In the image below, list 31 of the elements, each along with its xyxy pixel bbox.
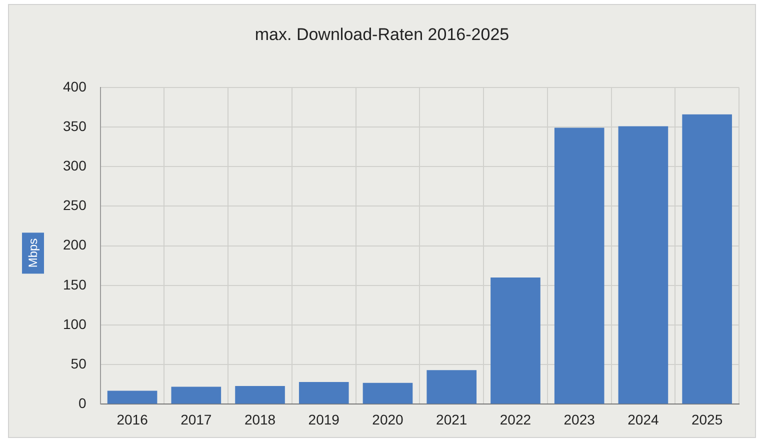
bar: [490, 277, 540, 404]
x-tick-label: 2021: [436, 411, 468, 428]
x-tick-label: 2016: [116, 411, 148, 428]
x-tick-label: 2024: [628, 411, 659, 428]
y-tick-label: 400: [63, 78, 87, 94]
bar: [362, 382, 413, 404]
bar: [618, 126, 668, 404]
x-tick-label: 2017: [180, 411, 212, 428]
x-tick-label: 2022: [500, 411, 532, 428]
y-tick-label: 0: [78, 395, 87, 412]
bar: [298, 382, 349, 404]
y-tick-label: 200: [63, 236, 87, 253]
y-tick-label: 350: [63, 118, 87, 134]
y-tick-label: 50: [70, 355, 87, 372]
x-tick-label: 2018: [244, 411, 276, 428]
x-tick-label: 2019: [308, 411, 340, 428]
chart-title: max. Download-Raten 2016-2025: [254, 25, 510, 45]
bar: [554, 128, 604, 404]
y-tick-label: 100: [63, 316, 87, 332]
y-tick-label: 250: [63, 197, 87, 214]
bar: [682, 114, 732, 404]
bar: [426, 370, 477, 404]
bar: [235, 386, 285, 404]
x-tick-label: 2025: [691, 411, 723, 428]
y-tick-label: 150: [63, 276, 87, 292]
x-tick-label: 2020: [372, 411, 404, 428]
bar: [107, 390, 158, 404]
y-tick-label: 300: [63, 157, 87, 174]
x-tick-label: 2023: [564, 411, 596, 428]
y-axis-title: Mbps: [22, 232, 44, 274]
bar: [171, 386, 222, 404]
